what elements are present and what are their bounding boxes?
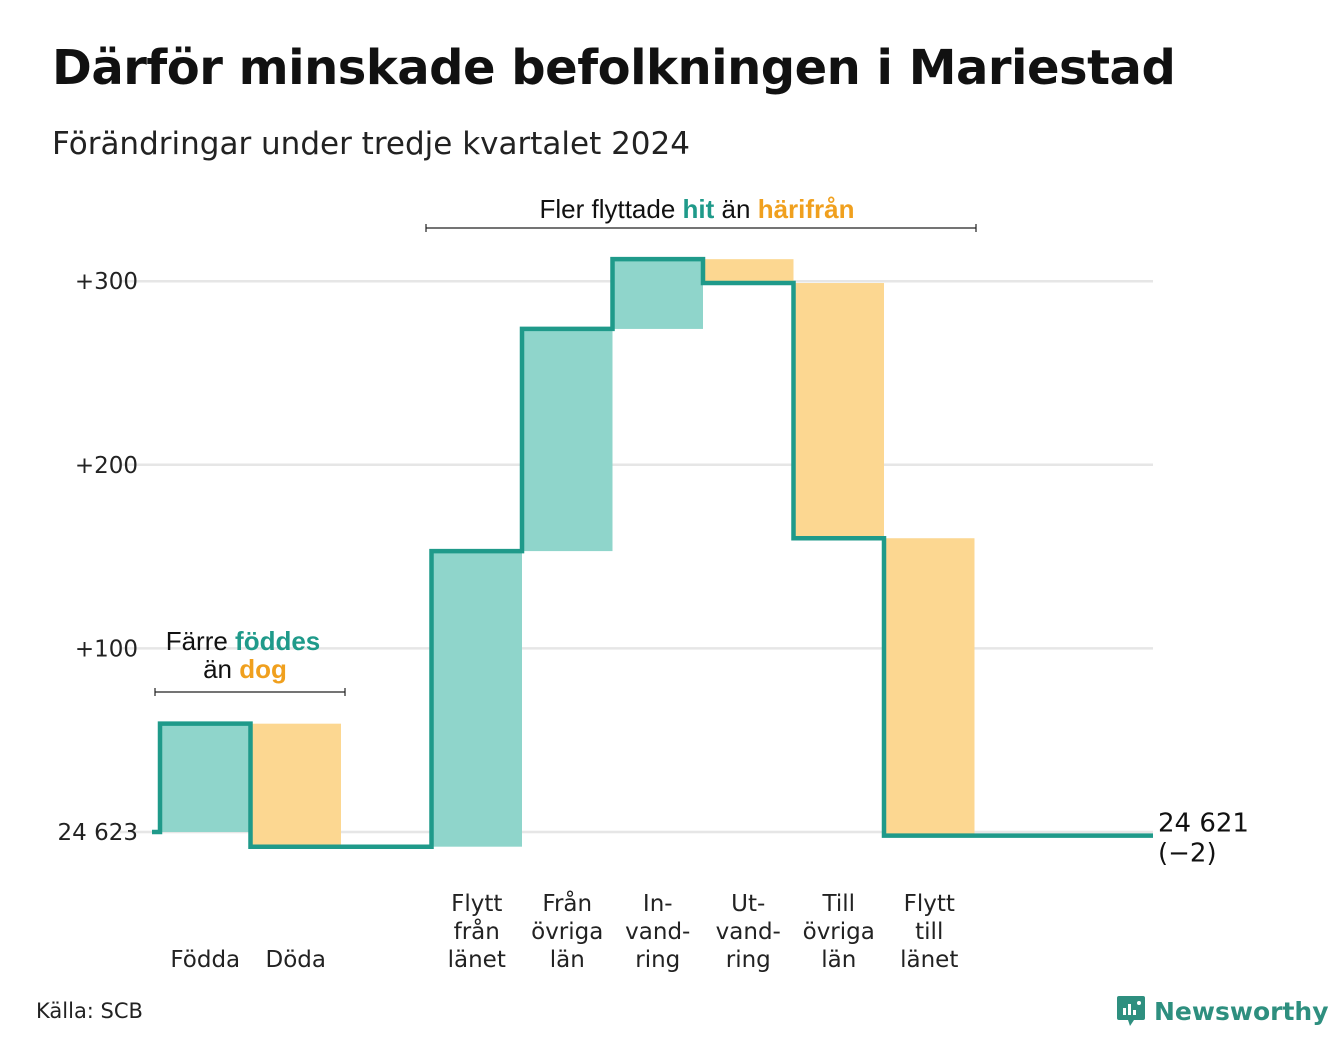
source-note: Källa: SCB bbox=[36, 999, 143, 1023]
category-label: vand- bbox=[716, 919, 781, 945]
brand-logo: Newsworthy bbox=[1116, 994, 1329, 1028]
category-label: övriga bbox=[531, 919, 603, 945]
chart-subtitle: Förändringar under tredje kvartalet 2024 bbox=[52, 126, 690, 162]
category-label: län bbox=[550, 947, 585, 973]
births-annotation-line1: Färre föddes bbox=[166, 626, 321, 656]
category-label: Flytt bbox=[451, 891, 502, 917]
category-label: län bbox=[821, 947, 856, 973]
waterfall-bar bbox=[160, 723, 251, 832]
brand-name: Newsworthy bbox=[1154, 996, 1329, 1026]
waterfall-bar bbox=[522, 328, 613, 552]
waterfall-bar bbox=[612, 259, 703, 329]
category-label: ring bbox=[635, 947, 680, 973]
category-label: Flytt bbox=[904, 891, 955, 917]
y-tick-label: +200 bbox=[75, 453, 138, 479]
end-change-label: (−2) bbox=[1158, 839, 1217, 869]
moves-annotation-part: än bbox=[714, 194, 757, 224]
moves-annotation: Fler flyttade hit än härifrån bbox=[539, 194, 854, 224]
category-label: till bbox=[915, 919, 943, 945]
category-label: vand- bbox=[625, 919, 690, 945]
category-label: In- bbox=[643, 891, 673, 917]
births-annotation-line1-part: föddes bbox=[235, 626, 320, 656]
y-tick-label: +100 bbox=[75, 636, 138, 662]
moves-annotation-part: hit bbox=[683, 194, 715, 224]
waterfall-bar bbox=[250, 723, 341, 847]
newsworthy-logo-icon bbox=[1117, 996, 1145, 1026]
moves-annotation-part: Fler flyttade bbox=[539, 194, 682, 224]
category-label: Ut- bbox=[731, 891, 765, 917]
category-label: Döda bbox=[266, 947, 326, 973]
waterfall-bar bbox=[793, 283, 884, 539]
waterfall-bar bbox=[884, 538, 975, 836]
category-label: Till bbox=[821, 891, 855, 917]
births-annotation-line2: än dog bbox=[203, 654, 287, 684]
births-annotation-line2-part: än bbox=[203, 654, 239, 684]
end-value-label: 24 621 bbox=[1158, 809, 1249, 839]
category-label: Födda bbox=[170, 947, 240, 973]
cumulative-line bbox=[152, 256, 1153, 849]
category-label: länet bbox=[900, 947, 958, 973]
category-label: länet bbox=[448, 947, 506, 973]
y-tick-label: +300 bbox=[75, 269, 138, 295]
waterfall-bar bbox=[431, 551, 522, 847]
waterfall-bar bbox=[703, 259, 794, 284]
births-annotation-line2-part: dog bbox=[239, 654, 287, 684]
moves-annotation-part: härifrån bbox=[758, 194, 855, 224]
y-tick-label: 24 623 bbox=[58, 820, 138, 846]
category-label: Från bbox=[542, 889, 592, 917]
category-label: från bbox=[454, 917, 500, 945]
births-annotation-line1-part: Färre bbox=[166, 626, 235, 656]
category-label: övriga bbox=[803, 919, 875, 945]
chart-title: Därför minskade befolkningen i Mariestad bbox=[52, 40, 1176, 96]
category-label: ring bbox=[726, 947, 771, 973]
